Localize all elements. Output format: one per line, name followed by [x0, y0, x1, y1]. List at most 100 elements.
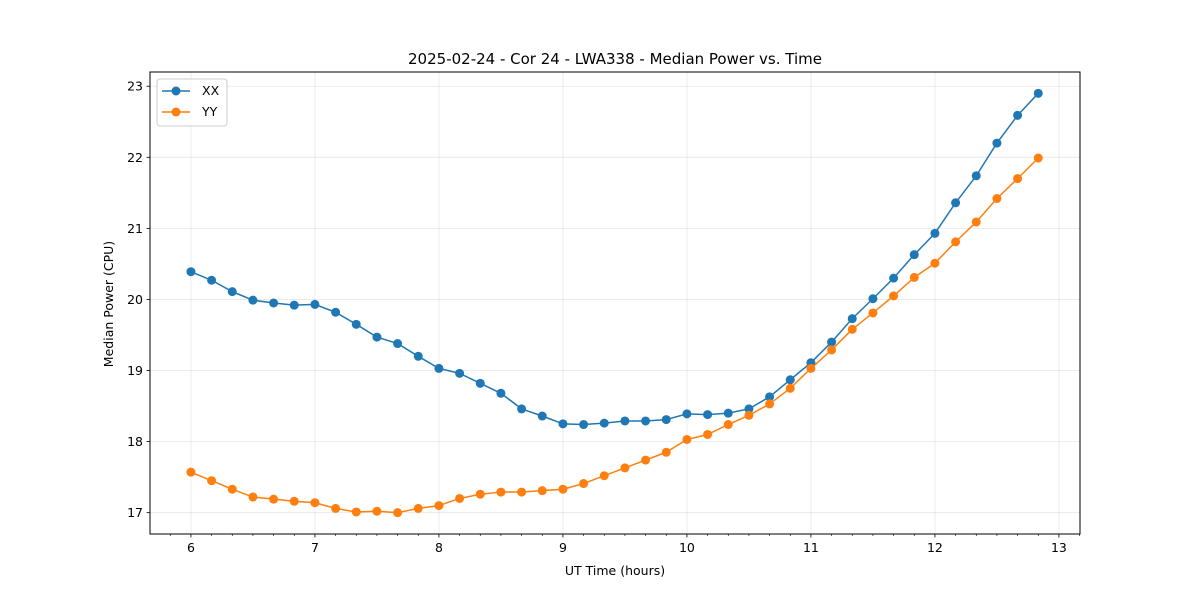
series-xx-point: [207, 275, 217, 285]
series-xx-point: [269, 298, 279, 308]
x-tick-label: 9: [559, 540, 567, 555]
x-tick-label: 13: [1051, 540, 1067, 555]
series-yy-point: [661, 447, 671, 457]
series-yy-point: [455, 493, 465, 503]
series-xx-point: [289, 300, 299, 310]
series-xx-point: [434, 363, 444, 373]
series-xx-point: [930, 228, 940, 238]
x-tick-label: 6: [187, 540, 195, 555]
series-xx-point: [413, 351, 423, 361]
series-yy-point: [930, 258, 940, 268]
series-yy-point: [765, 399, 775, 409]
series-yy-point: [496, 487, 506, 497]
grid-lines: [150, 72, 1080, 534]
series-xx-point: [661, 415, 671, 425]
series-yy-point: [372, 506, 382, 516]
series-yy-point: [475, 489, 485, 499]
y-tick-label: 19: [127, 363, 143, 378]
series-yy-point: [537, 486, 547, 496]
series-yy-point: [558, 484, 568, 494]
series-yy-point: [723, 420, 733, 430]
series-xx-point: [992, 138, 1002, 148]
series-xx-point: [331, 307, 341, 317]
series-xx-point: [579, 420, 589, 430]
series-yy-point: [227, 484, 237, 494]
series-yy-point: [413, 503, 423, 513]
x-tick-label: 10: [679, 540, 695, 555]
series-xx-point: [186, 267, 196, 277]
series-yy-point: [289, 496, 299, 506]
series-yy-point: [641, 455, 651, 465]
series-xx-point: [723, 408, 733, 418]
series-xx-point: [909, 250, 919, 260]
series-xx-point: [765, 392, 775, 402]
series-xx-point: [372, 332, 382, 342]
series-yy-point: [847, 324, 857, 334]
series-yy-point: [269, 494, 279, 504]
series-xx-point: [889, 273, 899, 283]
series-yy-point: [517, 487, 527, 497]
y-tick-label: 23: [127, 79, 143, 94]
series-yy-point: [620, 463, 630, 473]
chart-title: 2025-02-24 - Cor 24 - LWA338 - Median Po…: [408, 50, 822, 68]
series-xx-point: [785, 375, 795, 385]
series-yy-point: [703, 429, 713, 439]
series-yy-point: [785, 383, 795, 393]
series-yy-point: [186, 467, 196, 477]
legend-yy-label: YY: [201, 104, 218, 119]
series-yy-point: [806, 363, 816, 373]
legend-yy-marker: [171, 107, 181, 117]
series-yy-point: [951, 237, 961, 247]
series-xx-point: [620, 416, 630, 426]
legend-xx-label: XX: [202, 83, 220, 98]
series-yy-point: [393, 508, 403, 518]
legend-xx-marker: [171, 86, 181, 96]
series-yy-point: [827, 345, 837, 355]
series-xx-point: [537, 411, 547, 421]
axis-ticks: 6 7 8 9 10 11 12 13 17 18 19 20 21 22 23: [127, 79, 1080, 555]
x-tick-label: 11: [803, 540, 819, 555]
y-axis-label: Median Power (CPU): [101, 241, 116, 367]
series-xx-point: [971, 171, 981, 181]
y-tick-label: 21: [127, 221, 143, 236]
series-xx-point: [1033, 88, 1043, 98]
series-yy-point: [992, 194, 1002, 204]
series-xx-point: [951, 198, 961, 208]
series-xx-point: [599, 418, 609, 428]
x-tick-label: 8: [435, 540, 443, 555]
series-xx-point: [641, 416, 651, 426]
series-yy-point: [434, 501, 444, 511]
series-xx-point: [310, 299, 320, 309]
series-xx-point: [682, 409, 692, 419]
plot-frame: [149, 71, 1081, 535]
series-yy-point: [351, 507, 361, 517]
plot-series: [186, 88, 1043, 518]
y-tick-label: 18: [127, 434, 143, 449]
series-yy-point: [889, 291, 899, 301]
y-tick-label: 20: [127, 292, 143, 307]
series-xx-point: [1013, 110, 1023, 120]
series-yy-point: [248, 492, 258, 502]
y-tick-label: 17: [127, 505, 143, 520]
legend: XX YY: [156, 78, 228, 127]
series-xx-point: [455, 368, 465, 378]
series-xx-point: [703, 410, 713, 420]
x-tick-label: 12: [927, 540, 943, 555]
series-xx-point: [475, 378, 485, 388]
y-tick-label: 22: [127, 150, 143, 165]
series-yy-point: [744, 410, 754, 420]
series-yy-point: [682, 434, 692, 444]
series-yy-point: [310, 498, 320, 508]
series-xx-point: [393, 339, 403, 349]
series-xx-point: [558, 419, 568, 429]
series-xx-point: [868, 294, 878, 304]
series-yy-point: [868, 308, 878, 318]
series-xx-point: [496, 388, 506, 398]
series-xx-point: [351, 319, 361, 329]
series-yy-point: [207, 476, 217, 486]
series-yy-point: [331, 503, 341, 513]
series-yy-point: [971, 217, 981, 227]
series-xx-point: [517, 404, 527, 414]
